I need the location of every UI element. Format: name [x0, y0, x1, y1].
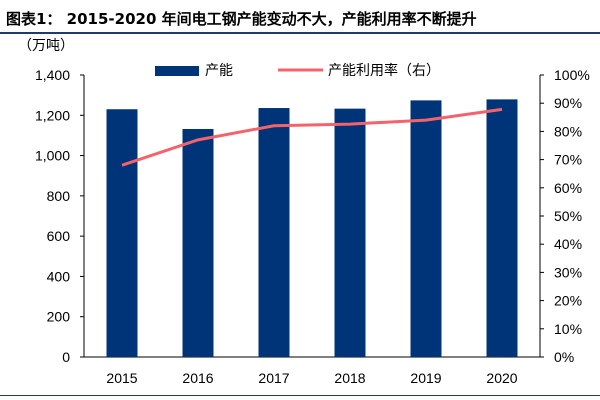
legend-label-utilization: 产能利用率（右） [328, 62, 440, 78]
left-tick-label: 1,000 [35, 148, 70, 164]
x-tick-label: 2017 [258, 370, 289, 386]
left-tick-label: 600 [47, 228, 71, 244]
x-tick-label: 2015 [106, 370, 137, 386]
right-tick-label: 0% [554, 349, 574, 365]
left-tick-label: 400 [47, 268, 71, 284]
left-tick-label: 1,200 [35, 107, 70, 123]
bottom-divider [0, 395, 600, 396]
right-tick-label: 70% [554, 152, 582, 168]
right-tick-label: 20% [554, 293, 582, 309]
right-tick-label: 50% [554, 208, 582, 224]
left-tick-label: 0 [62, 349, 70, 365]
bar-2020 [486, 99, 518, 357]
right-tick-label: 40% [554, 236, 582, 252]
chart-title: 图表1： 2015-2020 年间电工钢产能变动不大，产能利用率不断提升 [6, 10, 477, 28]
title-divider [0, 32, 600, 34]
left-tick-label: 1,400 [35, 67, 70, 83]
x-tick-label: 2019 [410, 370, 441, 386]
right-tick-label: 100% [554, 67, 590, 83]
bar-2019 [410, 100, 442, 357]
x-tick-label: 2020 [486, 370, 517, 386]
x-tick-label: 2018 [334, 370, 365, 386]
left-tick-label: 200 [47, 309, 71, 325]
right-tick-label: 80% [554, 123, 582, 139]
legend-label-capacity: 产能 [205, 62, 233, 78]
bar-2017 [258, 108, 290, 357]
left-axis-unit: （万吨） [18, 37, 74, 53]
right-tick-label: 90% [554, 95, 582, 111]
x-tick-label: 2016 [182, 370, 213, 386]
bar-2018 [334, 108, 366, 357]
left-tick-label: 800 [47, 188, 71, 204]
right-tick-label: 30% [554, 264, 582, 280]
legend-swatch-capacity [155, 66, 199, 76]
right-tick-label: 60% [554, 180, 582, 196]
utilization-line [121, 107, 503, 167]
right-tick-label: 10% [554, 321, 582, 337]
bar-2016 [182, 128, 214, 357]
bar-2015 [106, 109, 138, 357]
